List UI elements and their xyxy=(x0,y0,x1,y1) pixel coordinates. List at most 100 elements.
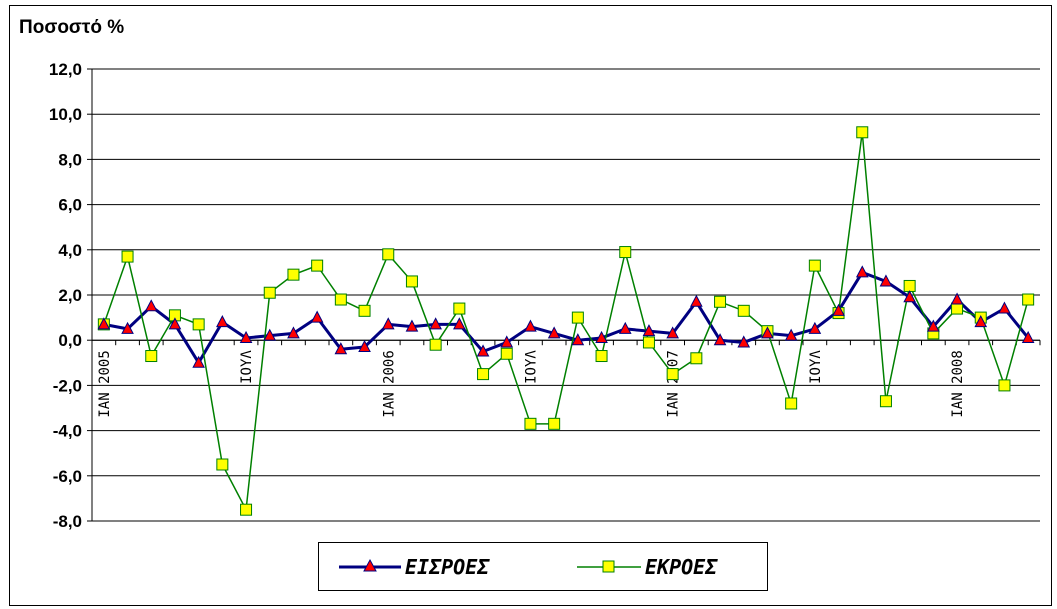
inflows-point xyxy=(713,333,727,346)
outflows-point xyxy=(785,397,798,410)
outflows-point xyxy=(666,368,679,381)
x-tick-label: ΙΟΥΛ xyxy=(239,350,255,384)
inflows-point xyxy=(950,292,964,305)
outflows-point xyxy=(358,304,371,317)
series-line-outflows xyxy=(103,131,1029,511)
inflows-point xyxy=(1021,330,1035,343)
y-tick-label: 10,0 xyxy=(49,105,82,124)
inflows-point xyxy=(855,265,869,278)
series-layer xyxy=(97,126,1035,516)
x-tick-labels: ΙΑΝ 2005 ΙΟΥΛ ΙΑΝ 2006 ΙΟΥΛ ΙΑΝ 2007 ΙΟΥΛ ΙΑΝ … xyxy=(97,350,966,418)
inflows-point xyxy=(903,290,916,303)
outflows-point xyxy=(642,336,655,349)
x-tick-label: ΙΟΥΛ xyxy=(808,350,824,384)
outflows-point xyxy=(1022,293,1035,306)
y-tick-label: -4,0 xyxy=(53,422,82,441)
inflows-point xyxy=(998,301,1011,314)
chart-frame xyxy=(9,5,1052,606)
x-tick-label: ΙΑΝ 2007 xyxy=(666,350,682,417)
y-tick-label: 2,0 xyxy=(58,286,82,305)
inflows-point xyxy=(690,294,703,307)
y-tick-label: -2,0 xyxy=(53,376,82,395)
y-tick-label: 6,0 xyxy=(58,196,82,215)
inflows-point xyxy=(879,274,893,287)
x-tick-label: ΙΑΝ 2005 xyxy=(97,350,113,417)
inflows-point xyxy=(358,339,371,352)
inflows-point xyxy=(500,335,514,348)
x-tick-label: ΙΑΝ 2008 xyxy=(950,350,966,417)
outflows-point xyxy=(856,126,869,139)
series-line-inflows xyxy=(103,270,1030,365)
inflows-point xyxy=(737,335,751,348)
y-tick-label: -8,0 xyxy=(53,512,82,531)
outflows-point xyxy=(382,248,395,261)
inflows-point xyxy=(239,330,253,343)
outflows-point xyxy=(263,286,276,299)
inflows-point xyxy=(405,319,419,332)
inflows-point xyxy=(97,317,111,330)
outflows-point xyxy=(334,293,347,306)
inflows-point xyxy=(666,326,679,339)
y-tick-label: 4,0 xyxy=(58,241,82,260)
legend-marker-inflows xyxy=(363,558,377,572)
inflows-point xyxy=(334,342,348,355)
x-tick-label: ΙΑΝ 2006 xyxy=(381,350,397,417)
inflows-point xyxy=(144,299,158,312)
outflows-point xyxy=(405,275,418,288)
inflows-point xyxy=(453,317,466,330)
inflows-point xyxy=(524,319,537,332)
legend-marker-outflows xyxy=(602,560,615,573)
outflows-point xyxy=(311,259,324,272)
outflows-point xyxy=(216,458,229,471)
y-tick-label: 12,0 xyxy=(49,60,82,79)
inflows-point xyxy=(784,328,798,341)
outflows-point xyxy=(571,311,584,324)
outflows-point xyxy=(595,350,608,363)
outflows-point xyxy=(737,304,750,317)
outflows-point xyxy=(690,352,703,365)
inflows-point xyxy=(476,344,490,357)
inflows-point xyxy=(429,317,442,330)
outflows-point xyxy=(500,347,513,360)
outflows-point xyxy=(477,368,490,381)
inflows-point xyxy=(121,321,134,334)
inflows-point xyxy=(216,315,229,328)
outflows-point xyxy=(879,395,892,408)
outflows-point xyxy=(998,379,1011,392)
inflows-point xyxy=(618,321,632,334)
inflows-point xyxy=(927,319,940,332)
inflows-point xyxy=(263,328,277,341)
inflows-point xyxy=(287,326,300,339)
y-tick-label: 0,0 xyxy=(58,331,82,350)
outflows-point xyxy=(524,417,537,430)
outflows-point xyxy=(903,279,916,292)
inflows-point xyxy=(974,315,988,328)
inflows-point xyxy=(310,310,324,323)
outflows-point xyxy=(808,259,821,272)
outflows-point xyxy=(121,250,134,263)
y-axis-unit-label: Ποσοστό % xyxy=(19,17,125,38)
outflows-point xyxy=(192,318,205,331)
legend-label-inflows: ΕΙΣΡΟΕΣ xyxy=(405,555,490,579)
outflows-point xyxy=(240,503,253,516)
y-tick-label: 8,0 xyxy=(58,150,82,169)
inflows-point xyxy=(168,317,182,330)
inflows-point xyxy=(381,317,395,330)
outflows-point xyxy=(548,417,561,430)
inflows-point xyxy=(761,326,774,339)
legend-label-outflows: ΕΚΡΟΕΣ xyxy=(645,555,718,579)
inflows-point xyxy=(571,333,585,346)
inflows-point xyxy=(595,330,608,343)
outflows-point xyxy=(287,268,300,281)
outflows-point xyxy=(453,302,466,315)
outflows-point xyxy=(714,295,727,308)
gridlines xyxy=(92,68,1040,522)
inflows-point xyxy=(547,326,561,339)
x-tick-label: ΙΟΥΛ xyxy=(523,350,539,384)
inflows-point xyxy=(808,321,822,334)
outflows-point xyxy=(145,350,158,363)
outflows-point xyxy=(429,338,442,351)
outflows-point xyxy=(951,302,964,315)
y-tick-labels: 12,0 10,0 8,0 6,0 4,0 2,0 0,0 -2,0 -4,0 -6,0 -8,0 xyxy=(49,60,82,531)
